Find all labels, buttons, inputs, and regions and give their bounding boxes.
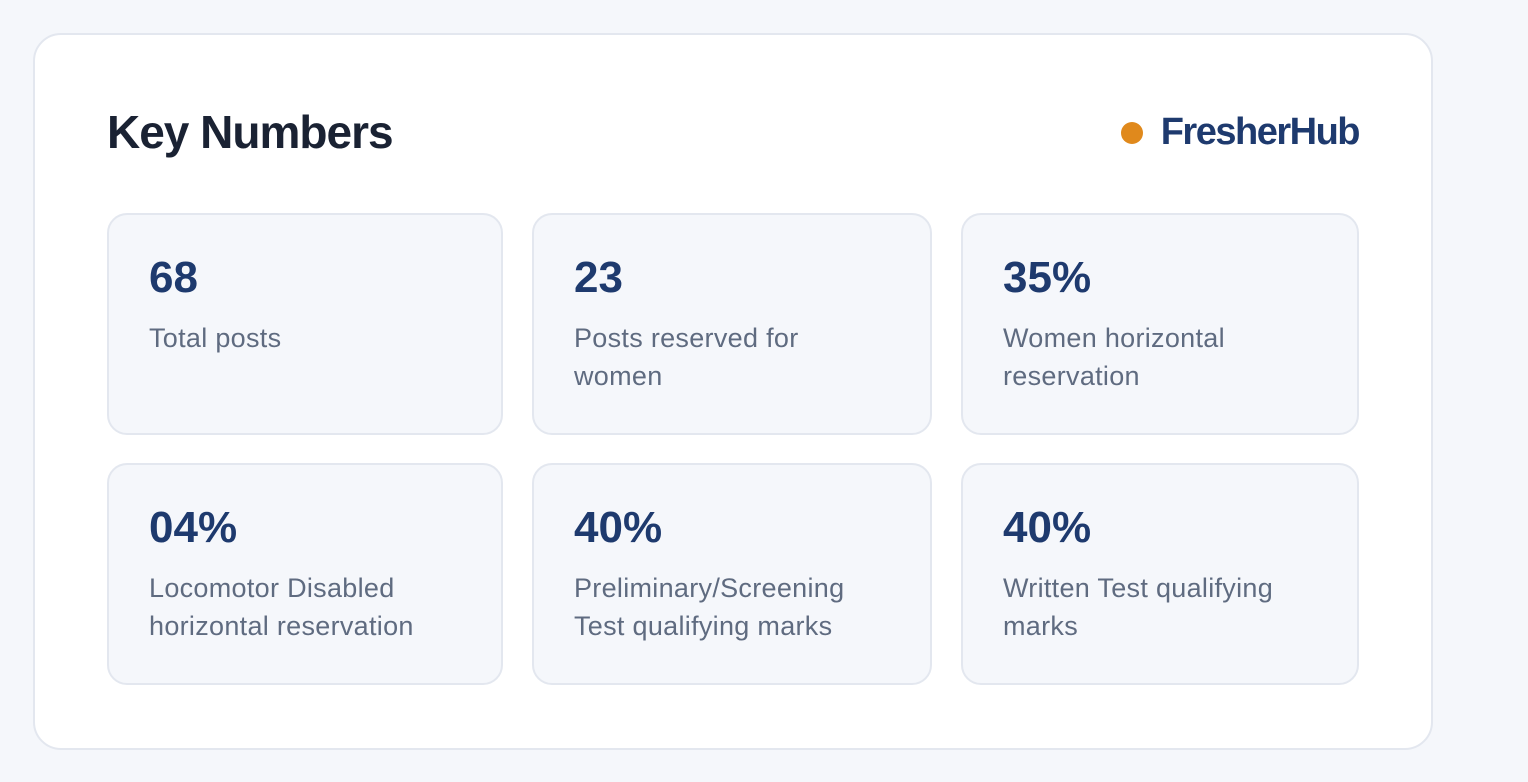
stat-tile: 35% Women horizontal reservation — [961, 213, 1359, 435]
stat-label: Locomotor Disabled horizontal reservatio… — [149, 573, 414, 641]
key-numbers-card: Key Numbers FresherHub 68 Total posts 23 Po… — [33, 33, 1433, 750]
stat-value: 40% — [574, 503, 663, 552]
brand: FresherHub — [1120, 111, 1361, 154]
card-title: Key Numbers — [107, 106, 394, 158]
stat-label: Posts reserved for women — [574, 323, 799, 391]
brand-name: FresherHub — [1160, 111, 1361, 153]
brand-dot — [1120, 121, 1143, 144]
stat-tile: 40% Preliminary/Screening Test qualifying… — [532, 463, 932, 685]
stat-label: Women horizontal reservation — [1003, 323, 1225, 391]
stat-value: 04% — [149, 503, 238, 552]
stat-value: 40% — [1003, 503, 1092, 552]
stat-value: 35% — [1003, 253, 1092, 302]
stat-value: 23 — [574, 253, 623, 302]
stat-tile: 68 Total posts — [107, 213, 503, 435]
stat-value: 68 — [149, 253, 198, 302]
stats-grid: 68 Total posts 23 Posts reserved for women 3… — [107, 213, 1359, 685]
stat-label: Preliminary/Screening Test qualifying ma… — [574, 573, 845, 641]
stat-tile: 40% Written Test qualifying marks — [961, 463, 1359, 685]
stat-label: Written Test qualifying marks — [1003, 573, 1274, 641]
stat-label: Total posts — [149, 323, 282, 353]
stat-tile: 04% Locomotor Disabled horizontal reserva… — [107, 463, 503, 685]
stat-tile: 23 Posts reserved for women — [532, 213, 932, 435]
